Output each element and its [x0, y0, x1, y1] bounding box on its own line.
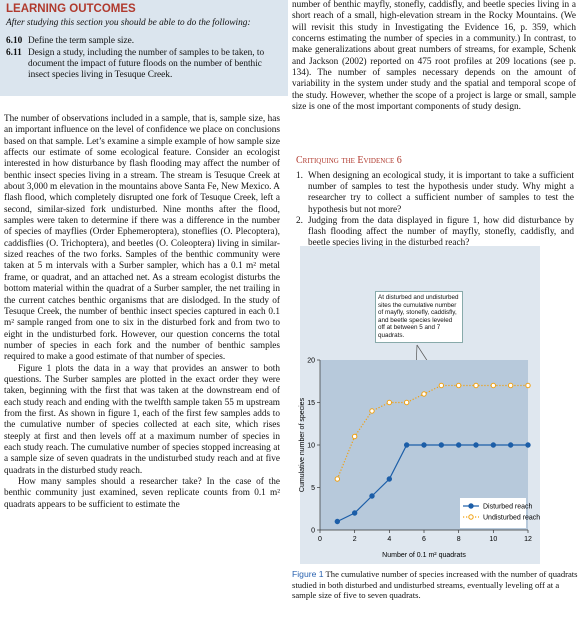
data-point — [507, 442, 514, 448]
x-tick-label: 12 — [524, 536, 532, 543]
outcome-number: 6.11 — [6, 48, 22, 58]
learning-outcomes-intro: After studying this section you should b… — [6, 18, 251, 28]
x-tick-label: 4 — [387, 536, 391, 543]
x-tick-label: 10 — [489, 536, 497, 543]
critique-title: Critiquing the Evidence 6 — [296, 155, 402, 166]
right-column: number of benthic mayfly, stonefly, cadd… — [292, 0, 576, 113]
data-point — [351, 433, 358, 440]
caption: Figure 1 The cumulative number of specie… — [292, 569, 582, 601]
data-point — [334, 518, 341, 525]
legend-label: Undisturbed reach — [483, 515, 540, 522]
critique-item: 1. When designing an ecological study, it… — [296, 171, 576, 216]
annotation: At disturbed and undisturbed sites the c… — [375, 291, 463, 343]
outcome-text: Define the term sample size. — [28, 36, 135, 46]
y-tick-label: 5 — [311, 485, 315, 492]
outcome-number: 6.10 — [6, 36, 23, 46]
y-tick-label: 20 — [307, 358, 315, 365]
outcome: 6.10 Define the term sample size. — [6, 36, 284, 47]
x-tick-label: 0 — [318, 536, 322, 543]
data-point — [403, 399, 410, 406]
data-point — [438, 442, 445, 448]
chart: Cumulative number of species Number of 0… — [299, 344, 540, 559]
data-point — [369, 493, 375, 499]
paragraph: The number of observations included in a… — [4, 114, 280, 363]
data-point — [403, 442, 410, 448]
data-point — [421, 391, 427, 397]
data-point — [386, 399, 393, 406]
paragraph: How many samples should a researcher tak… — [4, 477, 280, 510]
data-point — [455, 382, 462, 389]
data-point — [490, 442, 497, 448]
y-axis-label: Cumulative number of species — [299, 397, 306, 492]
caption-label: Figure 1 — [292, 569, 324, 579]
legend-box — [460, 498, 526, 528]
data-point — [386, 476, 393, 482]
data-point — [507, 382, 514, 389]
x-axis-label: Number of 0.1 m² quadrats — [382, 552, 466, 559]
data-point — [334, 476, 341, 482]
item-number: 1. — [296, 171, 303, 181]
legend-marker — [468, 514, 474, 520]
item-number: 2. — [296, 216, 303, 226]
outcome: 6.11 Design a study, including the number… — [6, 48, 284, 81]
left-column: The number of observations included in a… — [4, 114, 280, 511]
data-point — [438, 382, 445, 389]
data-point — [351, 510, 358, 516]
data-point — [421, 442, 427, 448]
critique-item: 2. Judging from the data displayed in fig… — [296, 216, 576, 250]
outcome-text: Design a study, including the number of … — [28, 48, 265, 80]
caption-text: The cumulative number of species increas… — [292, 569, 578, 600]
y-tick-label: 10 — [307, 443, 315, 450]
paragraph: number of benthic mayfly, stonefly, cadd… — [292, 0, 576, 113]
x-tick-label: 2 — [353, 536, 357, 543]
data-point — [473, 382, 479, 389]
item-text: When designing an ecological study, it i… — [308, 171, 574, 215]
learning-outcomes-box — [0, 0, 288, 96]
data-point — [525, 442, 531, 448]
y-tick-label: 15 — [307, 400, 315, 407]
x-tick-label: 8 — [457, 536, 461, 543]
learning-outcomes-title: LEARNING OUTCOMES — [6, 3, 136, 15]
data-point — [473, 442, 479, 448]
x-tick-label: 6 — [422, 536, 426, 543]
legend-marker — [468, 503, 474, 509]
data-point — [369, 408, 375, 414]
item-text: Judging from the data displayed in figur… — [308, 216, 574, 249]
data-point — [525, 382, 531, 389]
y-tick-label: 0 — [311, 528, 315, 535]
legend-label: Disturbed reach — [483, 504, 533, 511]
data-point — [490, 382, 497, 389]
paragraph: Figure 1 plots the data in a way that pr… — [4, 363, 280, 476]
data-point — [455, 442, 462, 448]
series-line — [337, 444, 528, 523]
